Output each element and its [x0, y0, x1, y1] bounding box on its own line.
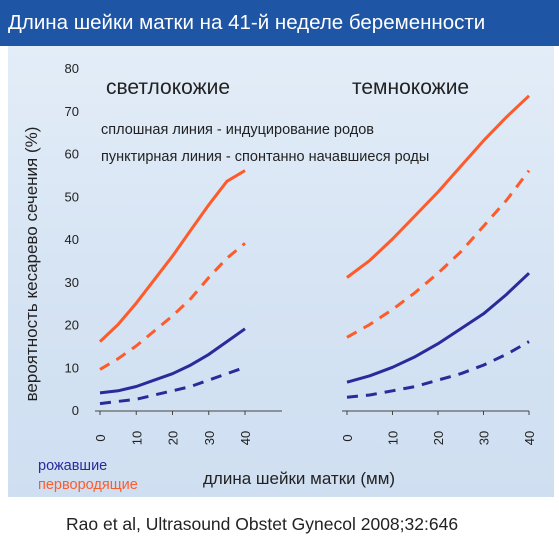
y-tick-label: 0 [72, 403, 79, 418]
y-tick-label: 20 [65, 318, 79, 333]
y-tick-label: 80 [65, 61, 79, 76]
y-tick-label: 50 [65, 189, 79, 204]
y-axis-ticks: 0 10 20 30 40 50 60 70 80 [65, 61, 79, 418]
chart-figure: вероятность кесарево сечения (%) 0 10 20 30… [22, 61, 537, 493]
y-tick-label: 40 [65, 232, 79, 247]
parous-dashed-line [346, 340, 530, 399]
line-style-note-dashed: пунктирная линия - спонтанно начавшиеся … [101, 149, 429, 165]
series-lines [98, 169, 246, 406]
series-lines [346, 94, 531, 399]
x-tick-label: 40 [238, 431, 253, 445]
nulliparous-dashed-line [346, 169, 531, 339]
parous-solid-line [346, 272, 531, 384]
nulliparous-dashed-line [99, 242, 246, 371]
y-tick-label: 10 [65, 360, 79, 375]
y-tick-label: 70 [65, 104, 79, 119]
y-axis-label: вероятность кесарево сечения (%) [22, 127, 41, 402]
x-axis-ticks: 0 10 20 30 40 [93, 411, 253, 445]
chart-panel-background [8, 46, 554, 497]
nulliparous-solid-line [98, 169, 246, 343]
line-style-note-solid: сплошная линия - индуцирование родов [101, 122, 374, 138]
x-tick-label: 30 [202, 431, 217, 445]
x-axis-ticks: 0 10 20 30 40 [340, 411, 537, 445]
x-axis-label: длина шейки матки (мм) [203, 469, 395, 488]
nulliparous-solid-line [346, 94, 531, 279]
subplot-light: 0 10 20 30 40 светлокожие [93, 76, 282, 445]
chart-title: Длина шейки матки на 41-й неделе беремен… [0, 0, 559, 46]
x-tick-label: 20 [166, 431, 181, 445]
parous-dashed-line [99, 365, 246, 406]
x-tick-label: 10 [129, 431, 144, 445]
y-tick-label: 60 [65, 147, 79, 162]
legend-nulliparous: первородящие [38, 477, 138, 493]
citation: Rao et al, Ultrasound Obstet Gynecol 200… [66, 514, 459, 534]
x-tick-label: 30 [477, 431, 492, 445]
subplot-label: светлокожие [106, 76, 230, 99]
subplot-dark: 0 10 20 30 40 темнокожие [340, 76, 537, 445]
x-tick-label: 0 [340, 434, 355, 441]
x-tick-label: 20 [431, 431, 446, 445]
y-tick-label: 30 [65, 275, 79, 290]
x-tick-label: 0 [93, 434, 108, 441]
x-tick-label: 10 [386, 431, 401, 445]
legend-parous: рожавшие [38, 458, 107, 474]
x-tick-label: 40 [522, 431, 537, 445]
parous-solid-line [99, 327, 246, 395]
subplot-label: темнокожие [352, 76, 469, 99]
